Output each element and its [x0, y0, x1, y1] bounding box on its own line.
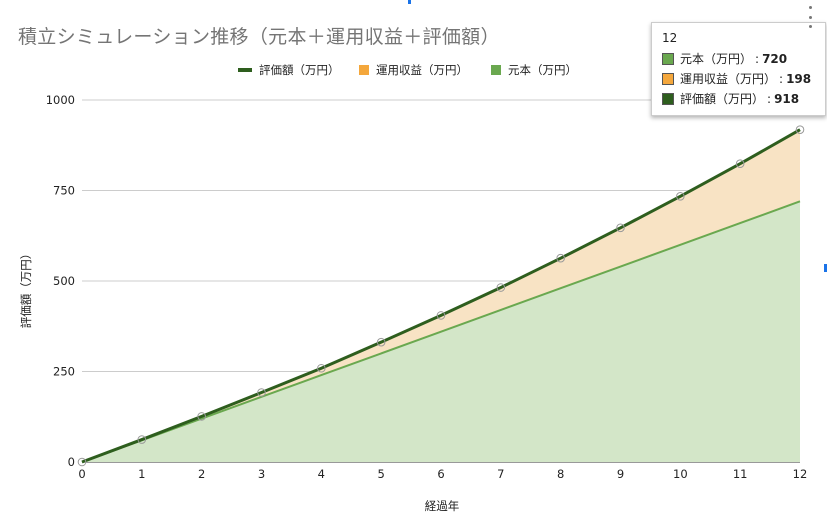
valuation-point	[257, 388, 266, 397]
selection-handle-top[interactable]	[408, 0, 411, 4]
y-tick-label: 1000	[46, 93, 75, 107]
menu-dot	[808, 6, 812, 9]
y-axis-label: 評価額（万円）	[19, 247, 33, 329]
principal-line	[81, 200, 801, 463]
valuation-point	[197, 412, 206, 421]
legend-label-principal: 元本（万円）	[508, 63, 577, 77]
valuation-point	[616, 223, 625, 233]
x-tick-label: 11	[733, 467, 748, 481]
x-tick-label: 3	[258, 467, 265, 481]
legend-label-return: 運用収益（万円）	[376, 63, 468, 77]
tooltip-label-valuation: 評価額（万円）	[680, 92, 765, 106]
x-tick-label: 2	[198, 467, 205, 481]
valuation-point	[317, 363, 326, 373]
tooltip-title: 12	[662, 31, 678, 45]
valuation-point	[77, 457, 87, 467]
legend-swatch-return	[359, 65, 369, 75]
x-tick-label: 0	[78, 467, 85, 481]
tooltip-row-valuation: 評価額（万円） : 918	[662, 90, 815, 107]
legend-item-principal[interactable]: 元本（万円）	[491, 62, 577, 78]
valuation-line	[81, 128, 801, 464]
x-tick-label: 1	[138, 467, 145, 481]
chart-legend: 評価額（万円） 運用収益（万円） 元本（万円）	[0, 62, 827, 80]
valuation-point	[676, 191, 685, 201]
tooltip-label-return: 運用収益（万円）	[680, 72, 777, 86]
tooltip-value-principal: 720	[762, 51, 788, 66]
tooltip-row-principal: 元本（万円） : 720	[662, 50, 815, 67]
legend-item-valuation[interactable]: 評価額（万円）	[238, 62, 340, 78]
menu-dot	[808, 15, 812, 19]
y-tick-label: 250	[53, 365, 75, 379]
selection-handle-right[interactable]	[824, 264, 827, 272]
tooltip-label-principal: 元本（万円）	[680, 52, 753, 66]
legend-label-valuation: 評価額（万円）	[259, 63, 340, 77]
tooltip-sep-return: :	[779, 71, 784, 86]
tooltip-swatch-valuation	[662, 92, 674, 105]
valuation-point	[735, 159, 745, 169]
y-tick-label: 0	[68, 455, 75, 469]
x-tick-label: 12	[793, 467, 808, 481]
valuation-point	[556, 253, 565, 263]
x-tick-label: 10	[673, 467, 688, 481]
legend-swatch-valuation	[238, 68, 252, 72]
tooltip-swatch-principal	[662, 52, 674, 65]
x-tick-label: 4	[318, 467, 325, 481]
x-tick-label: 7	[497, 467, 504, 481]
valuation-point	[137, 435, 147, 444]
valuation-point	[376, 337, 386, 347]
valuation-point	[795, 125, 805, 134]
more-vert-icon[interactable]	[806, 6, 814, 28]
legend-item-return[interactable]: 運用収益（万円）	[359, 62, 468, 78]
y-tick-label: 750	[53, 184, 75, 198]
x-tick-label: 6	[437, 467, 444, 481]
tooltip-sep-valuation: :	[767, 91, 772, 106]
tooltip-row-return: 運用収益（万円） : 198	[662, 70, 815, 87]
x-tick-label: 5	[378, 467, 385, 481]
y-tick-label: 500	[53, 274, 75, 288]
tooltip-swatch-return	[662, 72, 674, 85]
x-tick-label: 9	[617, 467, 624, 481]
tooltip-sep-principal: :	[755, 51, 760, 66]
tooltip-value-valuation: 918	[774, 91, 800, 106]
chart-title: 積立シミュレーション推移（元本＋運用収益＋評価額）	[18, 26, 500, 48]
data-tooltip: 12 元本（万円） : 720 運用収益（万円） : 198 評価額（万円） :…	[651, 22, 826, 116]
legend-swatch-principal	[491, 65, 501, 75]
valuation-point	[496, 283, 506, 292]
valuation-point	[436, 311, 446, 320]
tooltip-value-return: 198	[786, 71, 812, 86]
menu-dot	[808, 25, 812, 28]
x-axis-label: 経過年	[424, 499, 460, 513]
x-tick-label: 8	[557, 467, 564, 481]
